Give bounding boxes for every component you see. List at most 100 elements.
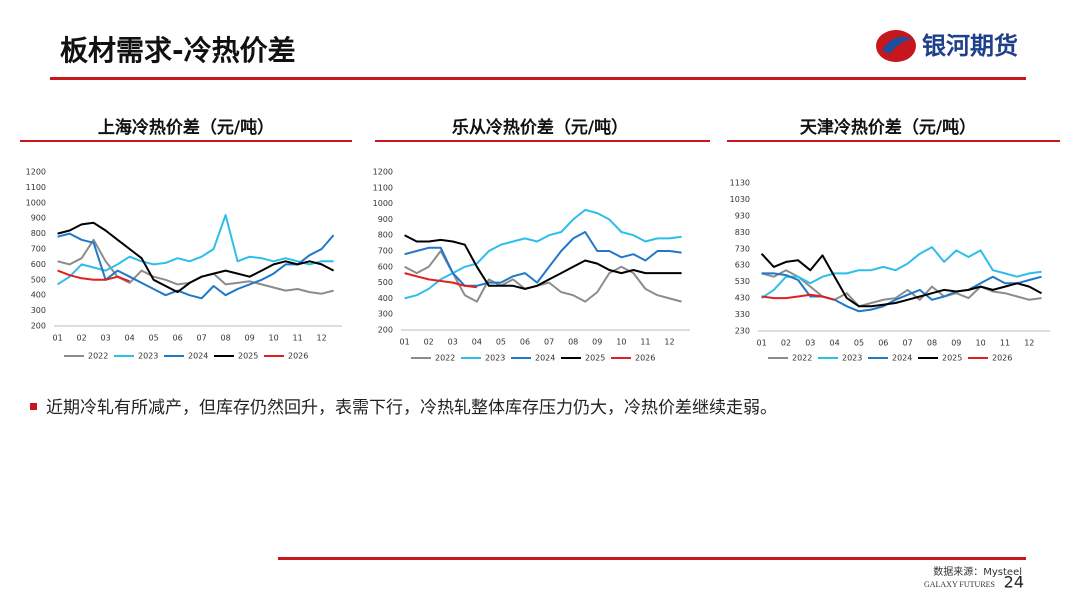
y-tick-label: 330	[735, 310, 750, 319]
x-tick-label: 03	[448, 338, 458, 347]
legend-label: 2022	[792, 354, 812, 363]
x-tick-label: 10	[616, 338, 626, 347]
x-tick-label: 07	[544, 338, 554, 347]
x-tick-label: 05	[496, 338, 506, 347]
chart-title-rule	[727, 140, 1060, 142]
x-tick-label: 03	[805, 339, 815, 348]
y-tick-label: 300	[378, 310, 393, 319]
x-tick-label: 01	[757, 339, 767, 348]
x-tick-label: 02	[77, 334, 87, 343]
legend-label: 2023	[138, 352, 158, 361]
y-tick-label: 1200	[373, 168, 393, 177]
title-rule	[50, 77, 1026, 80]
x-tick-label: 06	[878, 339, 888, 348]
y-tick-label: 930	[735, 211, 750, 220]
y-tick-label: 700	[378, 247, 393, 256]
bullet-marker	[30, 403, 37, 410]
x-tick-label: 12	[664, 338, 674, 347]
y-tick-label: 500	[31, 275, 46, 284]
y-tick-label: 230	[735, 327, 750, 336]
legend-label: 2026	[992, 354, 1012, 363]
y-tick-label: 900	[378, 215, 393, 224]
x-tick-label: 08	[927, 339, 937, 348]
logo-text: 银河期货	[922, 32, 1018, 60]
y-tick-label: 1000	[373, 199, 393, 208]
y-tick-label: 1100	[373, 183, 393, 192]
footer-rule	[278, 557, 1026, 560]
x-tick-label: 08	[568, 338, 578, 347]
y-tick-label: 500	[378, 278, 393, 287]
source: 数据来源：Mysteel	[933, 565, 1022, 578]
y-tick-label: 800	[378, 231, 393, 240]
x-tick-label: 04	[125, 334, 135, 343]
brand: GALAXY FUTURES	[924, 580, 995, 589]
x-tick-label: 06	[520, 338, 530, 347]
y-tick-label: 900	[31, 214, 46, 223]
series-line	[57, 221, 335, 294]
chart-title: 上海冷热价差（元/吨）	[98, 117, 274, 138]
x-tick-label: 04	[472, 338, 482, 347]
x-tick-label: 03	[101, 334, 111, 343]
legend-label: 2025	[238, 352, 258, 361]
x-tick-label: 09	[245, 334, 255, 343]
x-tick-label: 10	[976, 339, 986, 348]
y-tick-label: 600	[31, 260, 46, 269]
y-tick-label: 400	[31, 291, 46, 300]
legend-label: 2022	[88, 352, 108, 361]
x-tick-label: 01	[53, 334, 63, 343]
series-line	[57, 269, 130, 283]
chart-title: 天津冷热价差（元/吨）	[800, 117, 976, 138]
x-tick-label: 10	[269, 334, 279, 343]
x-tick-label: 01	[400, 338, 410, 347]
y-tick-label: 1100	[26, 183, 46, 192]
y-tick-label: 430	[735, 294, 750, 303]
x-tick-label: 09	[592, 338, 602, 347]
page-number: 24	[1004, 573, 1024, 592]
y-tick-label: 830	[735, 228, 750, 237]
x-tick-label: 11	[293, 334, 303, 343]
y-tick-label: 1130	[730, 179, 750, 188]
y-tick-label: 1000	[26, 198, 46, 207]
legend-label: 2024	[892, 354, 912, 363]
y-tick-label: 800	[31, 229, 46, 238]
legend-label: 2025	[585, 354, 605, 363]
legend-label: 2026	[288, 352, 308, 361]
y-tick-label: 200	[378, 326, 393, 335]
series-line	[404, 208, 682, 300]
series-line	[57, 214, 334, 286]
y-tick-label: 700	[31, 245, 46, 254]
series-line	[404, 231, 682, 287]
x-tick-label: 11	[1000, 339, 1010, 348]
y-tick-label: 400	[378, 294, 393, 303]
x-tick-label: 07	[903, 339, 913, 348]
series-line	[761, 272, 1042, 313]
bullet-text: 近期冷轧有所减产，但库存仍然回升，表需下行，冷热轧整体库存压力仍大，冷热价差继续…	[46, 398, 777, 418]
chart-title-rule	[20, 140, 352, 142]
x-tick-label: 02	[781, 339, 791, 348]
slide-title: 板材需求-冷热价差	[60, 34, 296, 67]
x-tick-label: 12	[317, 334, 327, 343]
legend-label: 2022	[435, 354, 455, 363]
x-tick-label: 05	[149, 334, 159, 343]
series-line	[761, 246, 1042, 299]
series-line	[404, 234, 682, 290]
series-line	[57, 232, 335, 300]
x-tick-label: 07	[197, 334, 207, 343]
x-tick-label: 08	[221, 334, 231, 343]
y-tick-label: 200	[31, 322, 46, 331]
legend-label: 2025	[942, 354, 962, 363]
chart-title-rule	[375, 140, 710, 142]
series-line	[761, 293, 835, 301]
chart-title: 乐从冷热价差（元/吨）	[452, 117, 628, 138]
y-tick-label: 630	[735, 261, 750, 270]
x-tick-label: 02	[424, 338, 434, 347]
legend-label: 2023	[485, 354, 505, 363]
y-tick-label: 530	[735, 277, 750, 286]
series-line	[761, 269, 1042, 308]
y-tick-label: 730	[735, 244, 750, 253]
y-tick-label: 1030	[730, 195, 750, 204]
x-tick-label: 05	[854, 339, 864, 348]
x-tick-label: 06	[173, 334, 183, 343]
